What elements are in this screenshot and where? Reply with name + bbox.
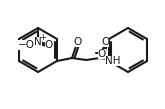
Text: O: O [45,40,53,50]
Text: +: + [39,33,46,42]
Text: N: N [34,37,42,47]
Text: O: O [101,37,109,47]
Text: O: O [73,37,81,47]
Text: NH: NH [105,56,121,66]
Text: O: O [98,49,106,59]
Text: −O: −O [17,40,34,50]
